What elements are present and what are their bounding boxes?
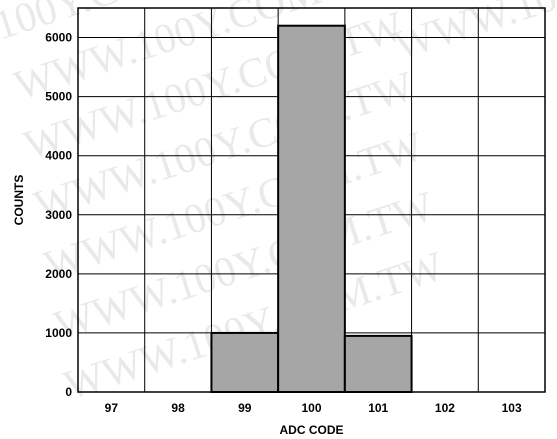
bar-99 xyxy=(210,331,280,393)
bar-101 xyxy=(343,334,413,393)
y-tick-label: 5000 xyxy=(45,90,72,104)
x-tick-label: 97 xyxy=(105,401,119,415)
y-tick-label: 6000 xyxy=(45,31,72,45)
x-axis-title: ADC CODE xyxy=(279,423,343,437)
y-tick-label: 0 xyxy=(65,385,72,399)
bar-layer xyxy=(210,24,413,393)
watermark-text: WWW.100Y.COM.TW xyxy=(389,0,557,70)
x-tick-label: 99 xyxy=(238,401,252,415)
x-tick-label: 100 xyxy=(301,401,321,415)
y-tick-label: 2000 xyxy=(45,267,72,281)
x-tick-label: 98 xyxy=(171,401,185,415)
x-tick-label: 101 xyxy=(368,401,388,415)
y-tick-labels: 0 1000 2000 3000 4000 5000 6000 xyxy=(45,31,72,399)
y-axis-title: COUNTS xyxy=(12,175,26,226)
y-tick-label: 3000 xyxy=(45,208,72,222)
bar-100 xyxy=(277,24,346,393)
x-tick-labels: 97 98 99 100 101 102 103 xyxy=(105,401,522,415)
x-tick-label: 102 xyxy=(435,401,455,415)
y-tick-label: 1000 xyxy=(45,326,72,340)
plot-frame xyxy=(77,7,546,393)
x-tick-label: 103 xyxy=(502,401,522,415)
y-tick-label: 4000 xyxy=(45,149,72,163)
